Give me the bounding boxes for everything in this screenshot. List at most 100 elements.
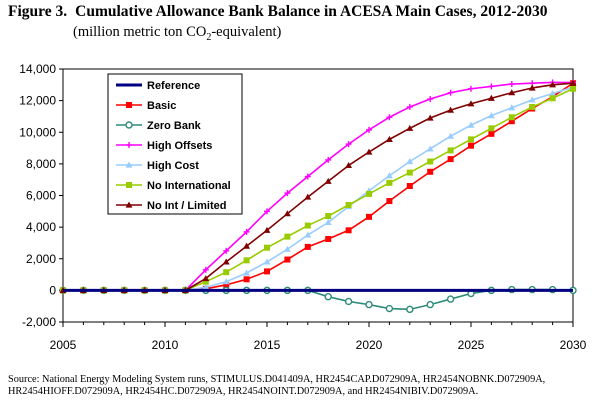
legend-label: No International xyxy=(147,180,231,192)
data-point xyxy=(508,89,516,96)
data-point xyxy=(126,142,132,148)
data-point xyxy=(426,300,434,309)
data-point xyxy=(324,218,332,225)
data-point xyxy=(223,247,230,254)
data-point xyxy=(487,112,495,119)
data-point xyxy=(264,268,270,275)
data-point xyxy=(304,222,311,229)
legend-label: Zero Bank xyxy=(147,120,202,132)
data-point xyxy=(324,293,332,301)
data-point xyxy=(427,96,434,103)
data-point xyxy=(365,300,373,309)
data-point xyxy=(447,89,454,96)
x-tick-label: 2020 xyxy=(356,338,383,352)
data-point xyxy=(202,266,209,273)
data-point xyxy=(386,198,393,205)
legend-entry: Basic xyxy=(116,100,176,112)
data-point xyxy=(243,276,250,283)
source-line-2: HR2454HIOFF.D072909A, HR2454HC.D072909A,… xyxy=(8,386,479,397)
data-point xyxy=(283,210,291,217)
legend-box xyxy=(107,73,243,215)
data-point xyxy=(488,130,495,137)
y-tick-label: 12,000 xyxy=(19,94,56,108)
data-point xyxy=(508,104,516,111)
subtitle-sub: 2 xyxy=(206,31,212,43)
data-point xyxy=(467,100,475,107)
x-tick-label: 2030 xyxy=(560,338,587,352)
y-tick-label: 4,000 xyxy=(26,220,56,234)
data-point xyxy=(406,158,414,165)
data-point xyxy=(528,96,536,103)
data-point xyxy=(263,226,271,233)
data-point xyxy=(569,79,577,86)
data-point xyxy=(243,257,250,264)
legend-label: Basic xyxy=(147,100,176,112)
data-point xyxy=(223,281,230,288)
data-point xyxy=(385,135,393,142)
data-point xyxy=(264,244,270,251)
source-note: Source: National Energy Modeling System … xyxy=(8,374,598,398)
y-tick-label: 0 xyxy=(49,283,56,297)
series-line xyxy=(63,288,574,311)
data-point xyxy=(304,173,311,180)
legend-label: No Int / Limited xyxy=(147,200,226,212)
line-chart: -2,000 0 2,000 4,000 6,000 8,000 10,000 12,000 1… xyxy=(19,62,587,352)
legend-label: Reference xyxy=(147,80,200,92)
data-point xyxy=(222,278,230,285)
data-point xyxy=(467,121,475,128)
y-tick-label: 10,000 xyxy=(19,125,56,139)
data-point xyxy=(366,126,372,133)
data-point xyxy=(528,84,536,91)
data-point xyxy=(385,304,394,313)
data-point xyxy=(325,213,332,220)
data-point xyxy=(264,208,270,215)
data-point xyxy=(243,269,251,276)
data-point xyxy=(223,269,230,276)
data-point xyxy=(126,102,132,108)
subtitle-pre: (million metric ton CO xyxy=(73,24,207,40)
data-point xyxy=(125,201,133,208)
data-point xyxy=(222,258,230,265)
data-point xyxy=(345,141,352,148)
data-point xyxy=(304,231,312,238)
data-point xyxy=(243,228,250,235)
data-point xyxy=(508,81,515,88)
series-layer xyxy=(59,79,577,314)
data-point xyxy=(549,81,557,88)
data-point xyxy=(488,125,495,132)
source-line-1: Source: National Energy Modeling System … xyxy=(8,374,546,385)
data-point xyxy=(549,90,557,97)
subtitle-post: -equivalent) xyxy=(211,24,282,40)
data-point xyxy=(406,103,413,110)
data-point xyxy=(446,295,455,303)
data-point xyxy=(468,136,474,143)
data-point xyxy=(202,278,209,285)
data-point xyxy=(508,114,515,121)
data-point xyxy=(447,106,455,113)
data-point xyxy=(570,85,576,92)
data-point xyxy=(427,168,434,175)
figure-title: Figure 3. Cumulative Allowance Bank Balan… xyxy=(8,2,598,22)
figure-subtitle: (million metric ton CO2-equivalent) xyxy=(73,23,281,47)
data-point xyxy=(406,169,413,176)
data-point xyxy=(549,95,556,102)
data-point xyxy=(304,243,311,250)
data-point xyxy=(344,297,353,306)
data-point xyxy=(345,227,352,234)
data-point xyxy=(366,190,372,197)
data-point xyxy=(283,245,291,252)
data-point xyxy=(426,145,434,152)
x-tick-label: 2015 xyxy=(254,338,281,352)
data-point xyxy=(345,162,353,169)
x-tick-label: 2010 xyxy=(152,338,179,352)
data-point xyxy=(365,148,373,155)
legend-entry: High Offsets xyxy=(116,140,212,152)
data-point xyxy=(284,233,291,240)
y-tick-label: 14,000 xyxy=(19,62,56,76)
data-point xyxy=(125,121,133,129)
data-point xyxy=(125,161,133,168)
data-point xyxy=(386,179,393,186)
x-tick-label: 2005 xyxy=(50,338,77,352)
x-tick-label: 2025 xyxy=(458,338,485,352)
data-point xyxy=(304,193,312,200)
